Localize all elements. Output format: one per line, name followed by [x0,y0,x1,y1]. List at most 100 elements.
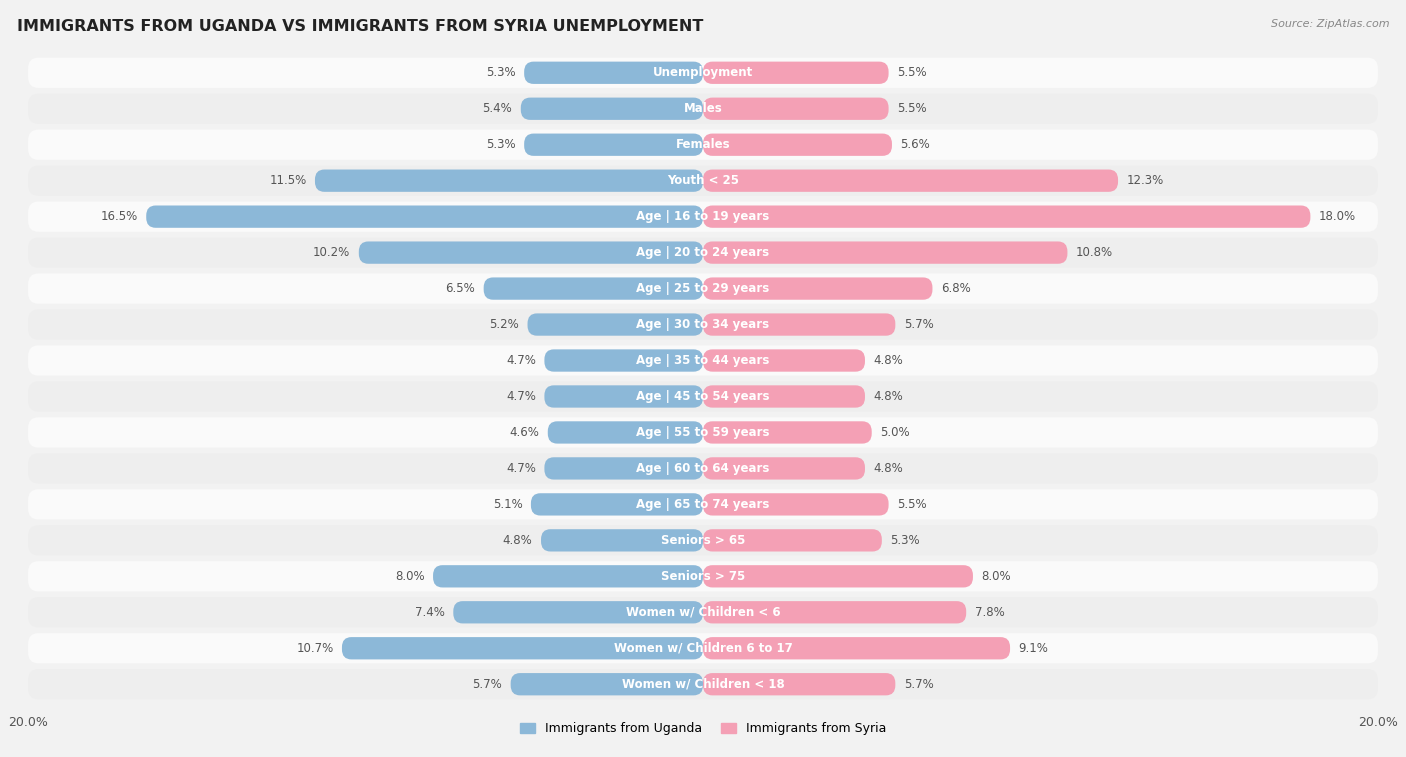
FancyBboxPatch shape [548,422,703,444]
Text: 5.5%: 5.5% [897,498,927,511]
Text: 5.3%: 5.3% [890,534,920,547]
FancyBboxPatch shape [544,385,703,407]
Text: Age | 65 to 74 years: Age | 65 to 74 years [637,498,769,511]
FancyBboxPatch shape [703,313,896,335]
FancyBboxPatch shape [703,673,896,696]
Text: Males: Males [683,102,723,115]
Text: Women w/ Children 6 to 17: Women w/ Children 6 to 17 [613,642,793,655]
FancyBboxPatch shape [703,61,889,84]
FancyBboxPatch shape [703,133,891,156]
FancyBboxPatch shape [703,205,1310,228]
Text: Seniors > 65: Seniors > 65 [661,534,745,547]
FancyBboxPatch shape [28,417,1378,447]
FancyBboxPatch shape [28,129,1378,160]
FancyBboxPatch shape [703,601,966,624]
FancyBboxPatch shape [703,422,872,444]
Text: 4.8%: 4.8% [873,462,903,475]
Text: 5.7%: 5.7% [472,678,502,690]
Text: 4.8%: 4.8% [873,354,903,367]
FancyBboxPatch shape [146,205,703,228]
Text: 5.7%: 5.7% [904,318,934,331]
FancyBboxPatch shape [28,273,1378,304]
FancyBboxPatch shape [315,170,703,192]
Text: 5.6%: 5.6% [900,139,931,151]
Text: 5.0%: 5.0% [880,426,910,439]
Text: 4.8%: 4.8% [873,390,903,403]
Text: 11.5%: 11.5% [270,174,307,187]
Text: Seniors > 75: Seniors > 75 [661,570,745,583]
Text: Age | 45 to 54 years: Age | 45 to 54 years [637,390,769,403]
FancyBboxPatch shape [28,58,1378,88]
Text: 16.5%: 16.5% [101,210,138,223]
Text: 6.8%: 6.8% [941,282,970,295]
FancyBboxPatch shape [28,238,1378,268]
FancyBboxPatch shape [703,277,932,300]
Text: 5.5%: 5.5% [897,102,927,115]
FancyBboxPatch shape [28,633,1378,663]
FancyBboxPatch shape [524,61,703,84]
Text: Age | 35 to 44 years: Age | 35 to 44 years [637,354,769,367]
Text: 4.6%: 4.6% [509,426,540,439]
FancyBboxPatch shape [527,313,703,335]
Text: Females: Females [676,139,730,151]
Text: 7.8%: 7.8% [974,606,1004,618]
FancyBboxPatch shape [28,382,1378,412]
Text: Source: ZipAtlas.com: Source: ZipAtlas.com [1271,19,1389,29]
FancyBboxPatch shape [28,561,1378,591]
Text: Unemployment: Unemployment [652,67,754,79]
FancyBboxPatch shape [703,241,1067,263]
FancyBboxPatch shape [28,201,1378,232]
FancyBboxPatch shape [453,601,703,624]
FancyBboxPatch shape [703,637,1010,659]
Text: 18.0%: 18.0% [1319,210,1355,223]
FancyBboxPatch shape [28,489,1378,519]
FancyBboxPatch shape [28,597,1378,628]
Text: 8.0%: 8.0% [981,570,1011,583]
FancyBboxPatch shape [703,350,865,372]
Text: 5.4%: 5.4% [482,102,512,115]
Text: 4.7%: 4.7% [506,390,536,403]
FancyBboxPatch shape [484,277,703,300]
FancyBboxPatch shape [541,529,703,552]
Text: 10.2%: 10.2% [314,246,350,259]
FancyBboxPatch shape [433,565,703,587]
FancyBboxPatch shape [28,453,1378,484]
Text: Age | 30 to 34 years: Age | 30 to 34 years [637,318,769,331]
Text: 10.8%: 10.8% [1076,246,1114,259]
FancyBboxPatch shape [28,166,1378,196]
FancyBboxPatch shape [703,565,973,587]
Text: 8.0%: 8.0% [395,570,425,583]
FancyBboxPatch shape [703,529,882,552]
Text: 10.7%: 10.7% [297,642,333,655]
Legend: Immigrants from Uganda, Immigrants from Syria: Immigrants from Uganda, Immigrants from … [515,717,891,740]
Text: 5.7%: 5.7% [904,678,934,690]
Text: 5.3%: 5.3% [486,139,516,151]
FancyBboxPatch shape [703,385,865,407]
Text: Youth < 25: Youth < 25 [666,174,740,187]
Text: 5.1%: 5.1% [492,498,523,511]
Text: Women w/ Children < 18: Women w/ Children < 18 [621,678,785,690]
Text: 7.4%: 7.4% [415,606,444,618]
Text: 9.1%: 9.1% [1018,642,1049,655]
FancyBboxPatch shape [520,98,703,120]
Text: Age | 16 to 19 years: Age | 16 to 19 years [637,210,769,223]
Text: 5.3%: 5.3% [486,67,516,79]
FancyBboxPatch shape [703,170,1118,192]
FancyBboxPatch shape [28,310,1378,340]
FancyBboxPatch shape [359,241,703,263]
FancyBboxPatch shape [28,525,1378,556]
Text: IMMIGRANTS FROM UGANDA VS IMMIGRANTS FROM SYRIA UNEMPLOYMENT: IMMIGRANTS FROM UGANDA VS IMMIGRANTS FRO… [17,19,703,34]
Text: 5.5%: 5.5% [897,67,927,79]
FancyBboxPatch shape [28,669,1378,699]
Text: Age | 25 to 29 years: Age | 25 to 29 years [637,282,769,295]
Text: 5.2%: 5.2% [489,318,519,331]
FancyBboxPatch shape [703,494,889,516]
Text: 12.3%: 12.3% [1126,174,1164,187]
FancyBboxPatch shape [544,457,703,480]
FancyBboxPatch shape [342,637,703,659]
FancyBboxPatch shape [510,673,703,696]
FancyBboxPatch shape [531,494,703,516]
Text: Age | 60 to 64 years: Age | 60 to 64 years [637,462,769,475]
Text: 4.7%: 4.7% [506,354,536,367]
Text: 4.8%: 4.8% [503,534,533,547]
